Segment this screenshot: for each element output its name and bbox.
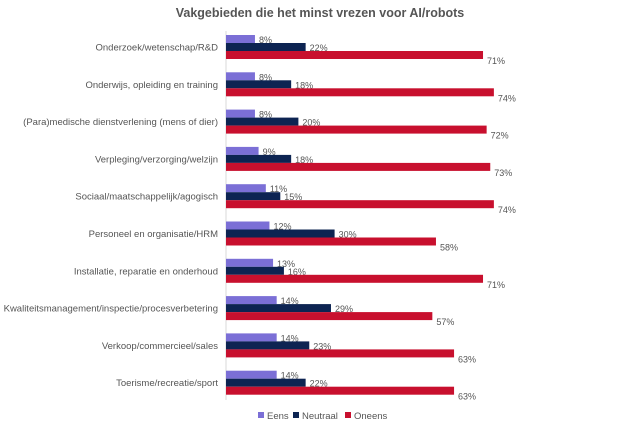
data-label: 57% bbox=[436, 317, 454, 327]
bar-eens bbox=[226, 35, 255, 43]
data-label: 15% bbox=[284, 192, 302, 202]
data-label: 71% bbox=[487, 56, 505, 66]
legend: Eens Neutraal Oneens bbox=[258, 411, 388, 422]
bar-eens bbox=[226, 109, 255, 118]
data-label: 9% bbox=[263, 147, 276, 157]
bar-eens bbox=[226, 258, 274, 267]
legend-swatch-neutraal bbox=[293, 412, 299, 418]
category-label: Toerisme/recreatie/sport bbox=[116, 378, 218, 389]
data-label: 22% bbox=[310, 379, 328, 389]
data-label: 71% bbox=[487, 280, 505, 290]
data-label: 12% bbox=[273, 222, 291, 232]
category-label: Personeel en organisatie/HRM bbox=[89, 229, 218, 240]
category-label: (Para)medische dienstverlening (mens of … bbox=[23, 117, 218, 128]
data-label: 29% bbox=[335, 304, 353, 314]
bar-neutraal bbox=[226, 117, 299, 126]
bar-eens bbox=[226, 296, 277, 305]
data-label: 63% bbox=[458, 392, 476, 402]
category-label: Sociaal/maatschappelijk/agogisch bbox=[75, 192, 218, 203]
bar-oneens bbox=[226, 386, 455, 395]
bar-eens bbox=[226, 72, 255, 81]
data-label: 14% bbox=[281, 296, 299, 306]
data-label: 30% bbox=[339, 230, 357, 240]
bar-oneens bbox=[226, 200, 494, 209]
bar-eens bbox=[226, 333, 277, 342]
bar-neutraal bbox=[226, 43, 306, 51]
data-label: 14% bbox=[281, 371, 299, 381]
bar-neutraal bbox=[226, 341, 310, 350]
bar-oneens bbox=[226, 237, 436, 246]
data-label: 22% bbox=[310, 43, 328, 53]
bar-eens bbox=[226, 370, 277, 379]
bar-eens bbox=[226, 221, 270, 230]
bar-neutraal bbox=[226, 192, 281, 201]
category-label: Installatie, reparatie en onderhoud bbox=[74, 266, 218, 277]
data-label: 8% bbox=[259, 72, 272, 82]
data-label: 20% bbox=[302, 118, 320, 128]
bar-neutraal bbox=[226, 80, 292, 89]
bar-neutraal bbox=[226, 304, 331, 313]
data-label: 14% bbox=[281, 333, 299, 343]
legend-swatch-oneens bbox=[345, 412, 351, 418]
category-label: Onderwijs, opleiding en training bbox=[85, 80, 218, 91]
category-label: Verpleging/verzorging/welzijn bbox=[95, 154, 218, 165]
data-label: 73% bbox=[494, 168, 512, 178]
legend-label: Neutraal bbox=[302, 411, 338, 422]
legend-swatch-eens bbox=[258, 412, 264, 418]
data-label: 11% bbox=[270, 184, 287, 194]
bar-neutraal bbox=[226, 378, 306, 387]
bar-oneens bbox=[226, 88, 494, 97]
data-label: 8% bbox=[259, 110, 272, 120]
data-label: 72% bbox=[491, 131, 509, 141]
bar-neutraal bbox=[226, 229, 335, 238]
legend-label: Eens bbox=[267, 411, 289, 422]
bar-oneens bbox=[226, 125, 487, 134]
bar-oneens bbox=[226, 349, 455, 358]
bar-oneens bbox=[226, 312, 433, 321]
legend-label: Oneens bbox=[354, 411, 388, 422]
bar-oneens bbox=[226, 51, 484, 59]
data-label: 13% bbox=[277, 259, 295, 269]
category-label: Verkoop/commercieel/sales bbox=[102, 341, 218, 352]
data-label: 8% bbox=[259, 35, 272, 45]
bars-group: Onderzoek/wetenschap/R&D 8% 22% 71% Onderwij… bbox=[4, 35, 516, 402]
chart-title: Vakgebieden die het minst vrezen voor AI… bbox=[176, 6, 465, 20]
data-label: 63% bbox=[458, 354, 476, 364]
data-label: 18% bbox=[295, 155, 313, 165]
data-label: 74% bbox=[498, 205, 516, 215]
data-label: 18% bbox=[295, 80, 313, 90]
data-label: 16% bbox=[288, 267, 306, 277]
category-label: Kwaliteitsmanagement/inspectie/procesver… bbox=[4, 304, 218, 315]
bar-oneens bbox=[226, 162, 491, 171]
bar-eens bbox=[226, 146, 259, 155]
bar-neutraal bbox=[226, 154, 292, 163]
bar-eens bbox=[226, 184, 266, 193]
data-label: 58% bbox=[440, 243, 458, 253]
category-label: Onderzoek/wetenschap/R&D bbox=[95, 43, 218, 54]
data-label: 23% bbox=[313, 341, 331, 351]
data-label: 74% bbox=[498, 93, 516, 103]
bar-neutraal bbox=[226, 266, 284, 275]
bar-oneens bbox=[226, 274, 484, 283]
